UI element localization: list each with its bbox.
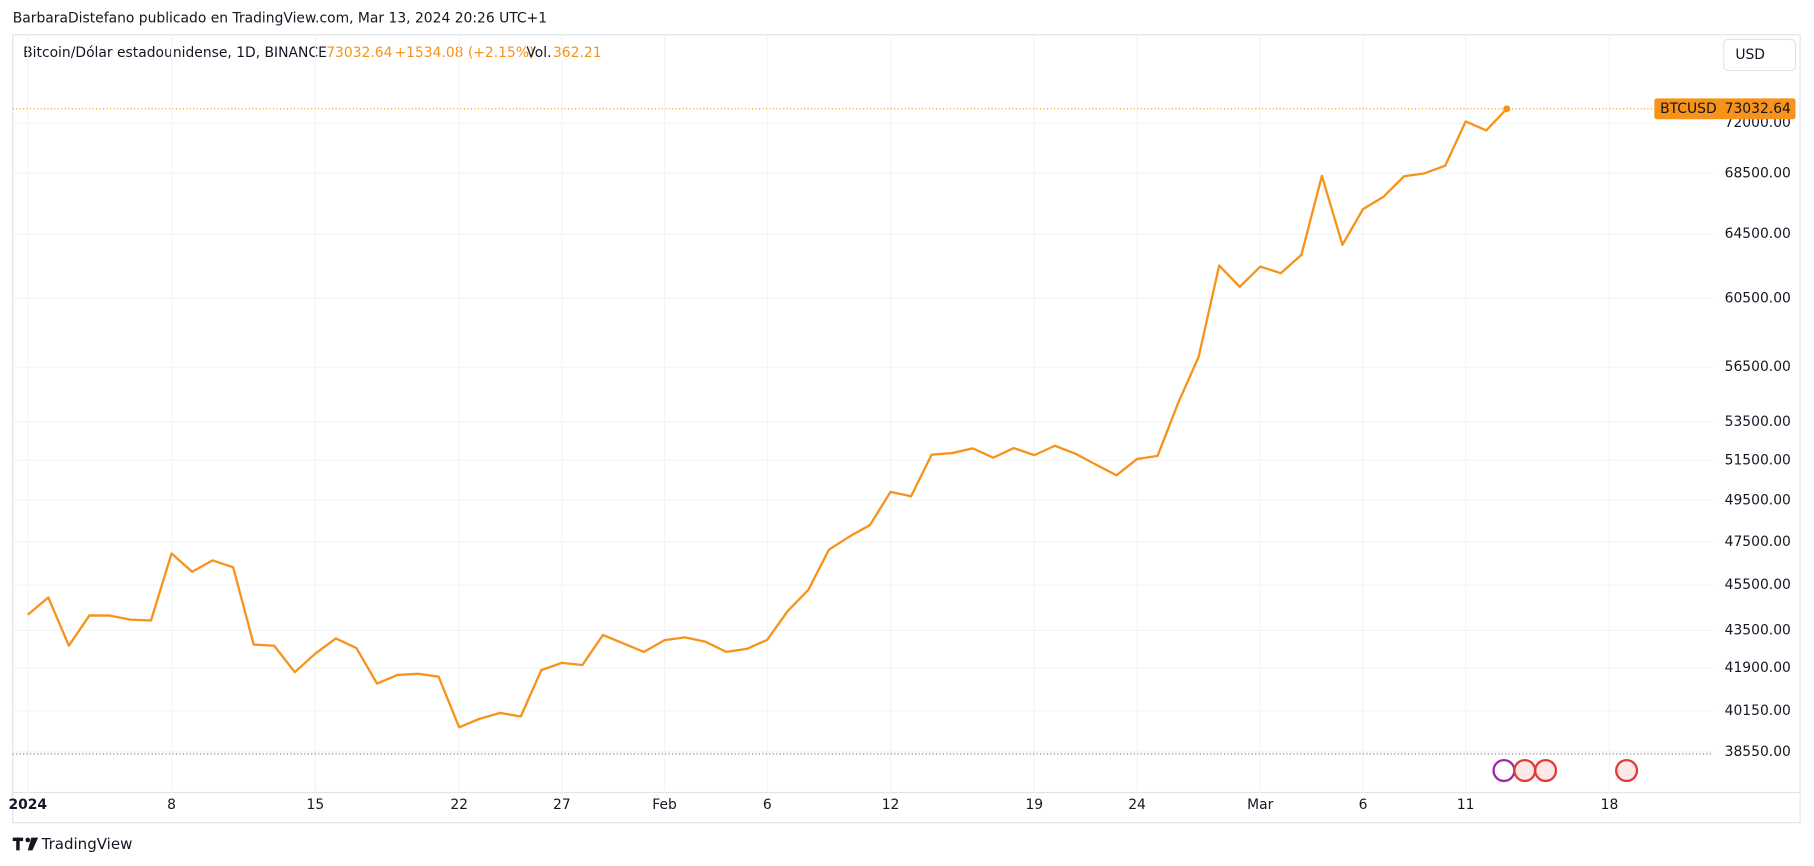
y-tick-label: 47500.00 — [1725, 534, 1791, 550]
y-tick-label: 64500.00 — [1725, 226, 1791, 242]
legend-volume-label: Vol. — [526, 45, 551, 61]
y-tick-label: 60500.00 — [1725, 290, 1791, 306]
price-tag-value: 73032.64 — [1725, 101, 1791, 117]
price-tag-name: BTCUSD — [1660, 101, 1717, 117]
x-tick-label: Feb — [652, 797, 677, 813]
x-tick-label: 18 — [1601, 797, 1619, 813]
y-tick-label: 45500.00 — [1725, 577, 1791, 593]
y-tick-label: 51500.00 — [1725, 452, 1791, 468]
x-tick-label: 15 — [307, 797, 325, 813]
legend-price: 73032.64 — [326, 45, 392, 61]
last-point — [1503, 105, 1511, 113]
y-tick-label: 43500.00 — [1725, 622, 1791, 638]
currency-button-label[interactable]: USD — [1735, 47, 1765, 63]
footer-brand: TradingView — [41, 835, 133, 853]
x-tick-label: Mar — [1247, 797, 1273, 813]
x-tick-label: 24 — [1128, 797, 1146, 813]
y-tick-label: 49500.00 — [1725, 492, 1791, 508]
frame — [12, 34, 1801, 824]
x-tick-label: 8 — [167, 797, 176, 813]
y-tick-label: 53500.00 — [1725, 414, 1791, 430]
plot — [12, 34, 1713, 793]
price-tag — [1654, 98, 1796, 120]
price-line — [27, 108, 1508, 729]
y-tick-label: 41900.00 — [1725, 660, 1791, 676]
x-tick-label: 2024 — [8, 797, 47, 813]
x-tick-label: 22 — [450, 797, 468, 813]
y-tick-label: 40150.00 — [1725, 703, 1791, 719]
x-tick-label: 11 — [1457, 797, 1475, 813]
currency-button[interactable] — [1723, 38, 1797, 72]
x-tick-label: 19 — [1025, 797, 1043, 813]
y-tick-label: 56500.00 — [1725, 359, 1791, 375]
y-tick-label: 68500.00 — [1725, 165, 1791, 181]
event-icons — [1492, 758, 1639, 783]
x-tick-label: 6 — [1359, 797, 1368, 813]
x-tick-label: 12 — [882, 797, 900, 813]
x-tick-label: 6 — [763, 797, 772, 813]
x-tick-label: 27 — [553, 797, 571, 813]
legend-change: +1534.08 (+2.15%) — [394, 45, 534, 61]
logo — [12, 837, 39, 851]
legend-symbol: Bitcoin/Dólar estadounidense, 1D, BINANC… — [23, 45, 327, 61]
header-title: BarbaraDistefano publicado en TradingVie… — [13, 11, 547, 27]
y-tick-label: 38550.00 — [1725, 744, 1791, 760]
legend-volume: 362.21 — [553, 45, 602, 61]
